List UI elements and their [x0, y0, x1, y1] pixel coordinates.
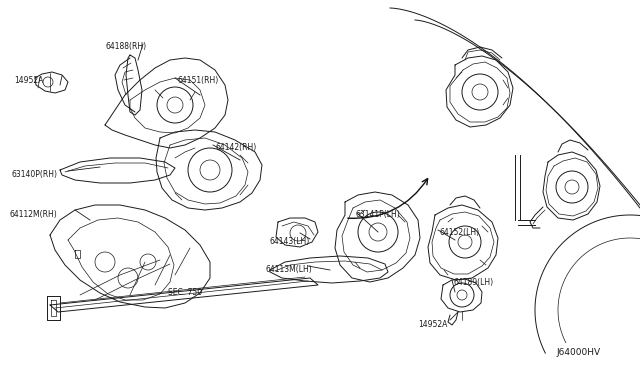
- Text: 64152(LH): 64152(LH): [440, 228, 480, 237]
- Text: 63140P(RH): 63140P(RH): [12, 170, 58, 179]
- Text: SEC. 750: SEC. 750: [168, 288, 202, 297]
- Text: J64000HV: J64000HV: [556, 348, 600, 357]
- Text: 64188(RH): 64188(RH): [105, 42, 146, 51]
- Text: 63141P(LH): 63141P(LH): [355, 210, 400, 219]
- Text: 64189(LH): 64189(LH): [453, 278, 493, 287]
- Text: 14952A: 14952A: [418, 320, 447, 329]
- Text: 64113M(LH): 64113M(LH): [265, 265, 312, 274]
- Text: 14952A: 14952A: [14, 76, 44, 85]
- Text: 64112M(RH): 64112M(RH): [10, 210, 58, 219]
- Text: 64143(LH): 64143(LH): [270, 237, 310, 246]
- Text: 64151(RH): 64151(RH): [178, 76, 220, 85]
- Text: 64142(RH): 64142(RH): [215, 143, 256, 152]
